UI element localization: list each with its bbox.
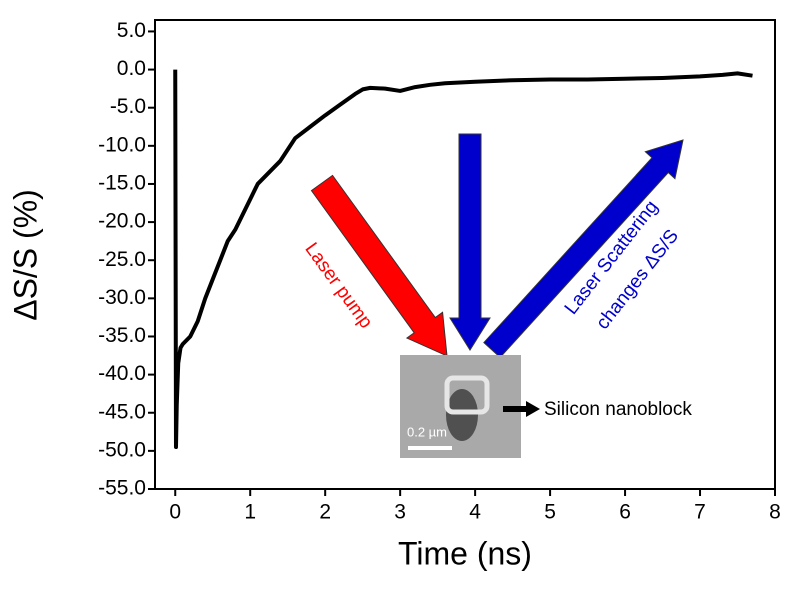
y-tick-label: -55.0 bbox=[98, 477, 146, 500]
arrow bbox=[310, 174, 448, 357]
y-tick-label: 5.0 bbox=[117, 19, 146, 42]
y-tick-label: -50.0 bbox=[98, 438, 146, 461]
x-tick-label: 0 bbox=[169, 501, 181, 524]
scale-bar-label: 0.2 µm bbox=[407, 424, 447, 439]
x-tick-label: 6 bbox=[619, 501, 631, 524]
y-tick-label: -20.0 bbox=[98, 210, 146, 233]
data-line bbox=[173, 69, 753, 450]
x-tick-label: 8 bbox=[769, 501, 781, 524]
plot-frame bbox=[154, 19, 776, 490]
x-tick-label: 4 bbox=[469, 501, 481, 524]
x-tick-label: 2 bbox=[319, 501, 331, 524]
y-tick-label: -25.0 bbox=[98, 248, 146, 271]
x-tick-label: 5 bbox=[544, 501, 556, 524]
inset-shadow bbox=[446, 389, 478, 441]
nanoblock-label: Silicon nanoblock bbox=[544, 399, 692, 420]
inset-image: 0.2 µm bbox=[400, 355, 521, 458]
y-tick-label: -35.0 bbox=[98, 324, 146, 347]
y-axis-label: ΔS/S (%) bbox=[7, 189, 43, 321]
x-axis-label: Time (ns) bbox=[398, 535, 532, 571]
y-tick-label: -30.0 bbox=[98, 286, 146, 309]
arrows bbox=[310, 133, 684, 359]
y-tick-label: -5.0 bbox=[110, 95, 146, 118]
nanoblock-pointer: Silicon nanoblock bbox=[503, 399, 692, 420]
y-tick-label: -45.0 bbox=[98, 400, 146, 423]
y-tick-label: -10.0 bbox=[98, 133, 146, 156]
arrow bbox=[449, 133, 491, 351]
pointer-head bbox=[526, 401, 540, 417]
arrow bbox=[483, 139, 684, 359]
y-tick-label: -40.0 bbox=[98, 362, 146, 385]
y-tick-label: 0.0 bbox=[117, 57, 146, 80]
x-tick-label: 7 bbox=[694, 501, 706, 524]
x-tick-label: 1 bbox=[244, 501, 256, 524]
inset-block bbox=[444, 375, 490, 415]
x-tick-label: 3 bbox=[394, 501, 406, 524]
y-tick-label: -15.0 bbox=[98, 172, 146, 195]
